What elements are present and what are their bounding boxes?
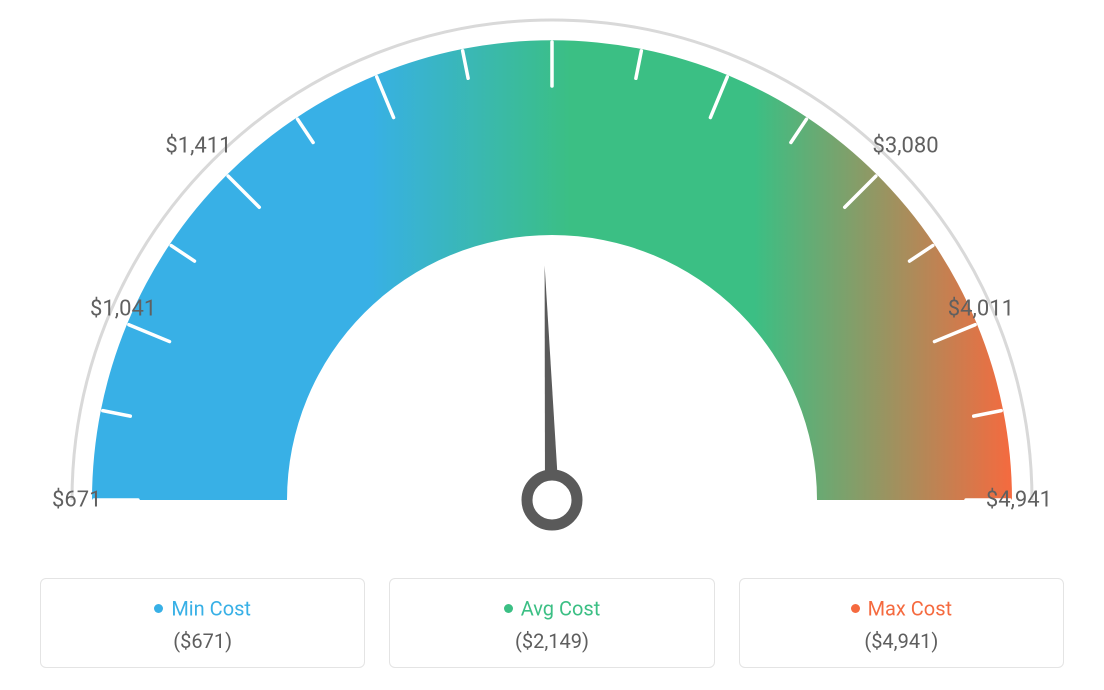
gauge-svg (0, 0, 1104, 560)
legend-card-min: Min Cost ($671) (40, 578, 365, 668)
legend-row: Min Cost ($671) Avg Cost ($2,149) Max Co… (40, 578, 1064, 668)
dot-icon (851, 604, 860, 613)
gauge-scale-label: $1,041 (90, 296, 156, 321)
legend-avg-value: ($2,149) (390, 629, 713, 653)
legend-card-max: Max Cost ($4,941) (739, 578, 1064, 668)
dot-icon (154, 604, 163, 613)
legend-max-value: ($4,941) (740, 629, 1063, 653)
gauge-scale-label: $671 (52, 488, 101, 513)
legend-avg-label: Avg Cost (390, 595, 713, 621)
legend-min-label: Min Cost (41, 595, 364, 621)
legend-card-avg: Avg Cost ($2,149) (389, 578, 714, 668)
gauge-scale-label: $3,080 (872, 134, 938, 159)
gauge-scale-label: $1,411 (165, 134, 231, 159)
gauge-scale-label: $4,011 (948, 296, 1014, 321)
dot-icon (504, 604, 513, 613)
cost-gauge: $671$1,041$1,411$2,149$3,080$4,011$4,941 (0, 0, 1104, 560)
legend-min-value: ($671) (41, 629, 364, 653)
legend-max-label: Max Cost (740, 595, 1063, 621)
gauge-scale-label: $4,941 (986, 488, 1052, 513)
